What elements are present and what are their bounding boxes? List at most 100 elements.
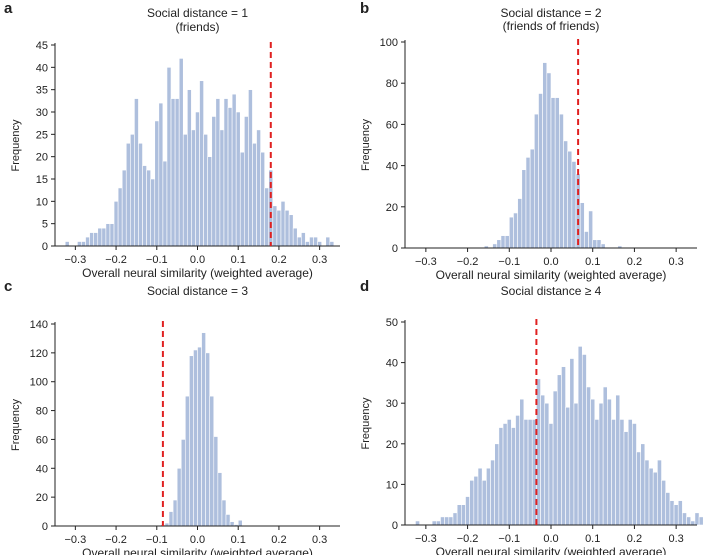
histogram-bar: [682, 512, 687, 526]
histogram-bar: [504, 235, 510, 249]
histogram-bar: [217, 472, 223, 527]
histogram-bar: [209, 395, 215, 527]
chart-panel-a: a 0 5 10 15 20 25 30 35 40 45 −0.3 −0.2 −0.1 0.0 0.1 0.…: [0, 0, 353, 280]
histogram-bar: [199, 80, 204, 247]
y-tick-label: 25: [36, 129, 48, 141]
histogram-bar: [431, 520, 437, 526]
histogram-bar: [657, 459, 662, 526]
x-tick-label: −0.1: [146, 254, 168, 266]
histogram-bar: [244, 116, 249, 247]
x-tick-label: −0.2: [457, 533, 479, 545]
x-tick-label: −0.3: [64, 534, 86, 546]
histogram-bar: [229, 521, 235, 527]
histogram-bar: [187, 89, 192, 247]
histogram-bar: [168, 511, 174, 527]
histogram-bar: [203, 134, 208, 247]
histogram-bar: [627, 419, 633, 526]
x-tick-label: −0.2: [457, 256, 479, 268]
histogram-bar: [158, 102, 164, 247]
histogram-bar: [519, 398, 525, 526]
histogram-bar: [174, 98, 180, 247]
histogram-bar: [559, 113, 564, 249]
histogram-bar: [548, 423, 554, 526]
x-axis-label: Overall neural similarity (weighted aver…: [436, 545, 667, 555]
panel-label: a: [4, 0, 13, 17]
histogram-bar: [594, 419, 600, 526]
y-tick-label: 20: [386, 202, 398, 214]
panel-label: d: [360, 278, 370, 295]
x-axis-label: Overall neural similarity (weighted aver…: [82, 546, 313, 555]
y-tick-label: 0: [42, 241, 48, 253]
panel-label: b: [360, 0, 370, 17]
histogram-bar: [146, 169, 151, 247]
y-axis-label: Frequency: [360, 119, 372, 171]
y-axis-label: Frequency: [10, 399, 22, 451]
histogram-bar: [598, 402, 604, 526]
histogram-bar: [256, 129, 261, 247]
histogram-bar: [652, 471, 658, 526]
histogram-bar: [569, 358, 575, 526]
histogram-bar: [219, 129, 225, 247]
histogram-bar: [477, 467, 483, 526]
histogram-bar: [523, 419, 529, 526]
histogram-bar: [686, 516, 692, 526]
histogram-bar: [607, 398, 612, 526]
x-tick-label: 0.3: [668, 533, 683, 545]
histogram-bar: [77, 241, 82, 247]
histogram-bar: [272, 205, 278, 247]
histogram-bar: [215, 98, 221, 247]
histogram-bar: [538, 93, 543, 249]
histogram-bar: [248, 89, 253, 247]
x-tick-label: −0.3: [415, 533, 437, 545]
x-tick-label: 0.0: [543, 533, 558, 545]
y-tick-label: 45: [36, 40, 48, 52]
histogram-bar: [444, 516, 450, 526]
histogram-bar: [231, 93, 237, 247]
histogram-bar: [182, 134, 188, 247]
histogram-bar: [121, 169, 127, 247]
y-tick-label: 15: [36, 174, 48, 186]
y-tick-label: 120: [30, 348, 48, 360]
histogram-bar: [648, 467, 654, 526]
y-tick-label: 80: [386, 78, 398, 90]
histogram-bar: [456, 504, 462, 526]
chart-title: Social distance = 1: [147, 6, 248, 20]
histogram-bar: [81, 241, 86, 247]
x-tick-label: 0.0: [190, 534, 205, 546]
y-tick-label: 100: [30, 377, 48, 389]
histogram-bar: [552, 390, 558, 526]
histogram-bar: [85, 236, 90, 247]
histogram-svg: 0 20 40 60 80 100 120 140 −0.3 −0.2 −0.1 0.0 0.1 0.2 0…: [10, 284, 340, 555]
x-tick-label: 0.2: [627, 256, 642, 268]
y-tick-label: 20: [386, 439, 398, 451]
chart-title: Social distance = 3: [147, 284, 248, 298]
histogram-bar: [180, 439, 186, 527]
histogram-bar: [669, 500, 675, 526]
histogram-bar: [211, 116, 217, 247]
histogram-bar: [481, 480, 487, 526]
histogram-bar: [567, 150, 573, 249]
histogram-bar: [252, 142, 257, 247]
histogram-bar: [577, 346, 583, 526]
histogram-bar: [619, 419, 625, 526]
histogram-bar: [117, 187, 123, 247]
histogram-bar: [178, 58, 184, 247]
y-tick-label: 60: [386, 119, 398, 131]
chart-panel-b: b 0 20 40 60 80 100 −0.3 −0.2 −0.1 0.0 0.1 0.2 0.3 So…: [353, 0, 706, 282]
histogram-bar: [529, 148, 535, 249]
histogram-bar: [506, 419, 512, 526]
histogram-bar: [288, 214, 294, 247]
y-axis-label: Frequency: [10, 119, 22, 171]
histogram-bar: [515, 415, 521, 526]
chart-title: Social distance ≥ 4: [501, 284, 602, 298]
histogram-bar: [150, 178, 156, 247]
x-tick-label: 0.3: [312, 534, 327, 546]
histogram-bar: [221, 499, 227, 527]
chart-subtitle: (friends): [175, 20, 219, 34]
histogram-bar: [239, 151, 245, 247]
histogram-bar: [313, 236, 318, 247]
histogram-bar: [473, 475, 479, 526]
y-tick-label: 80: [36, 406, 48, 418]
x-tick-label: 0.2: [627, 533, 642, 545]
histogram-bar: [525, 157, 531, 249]
